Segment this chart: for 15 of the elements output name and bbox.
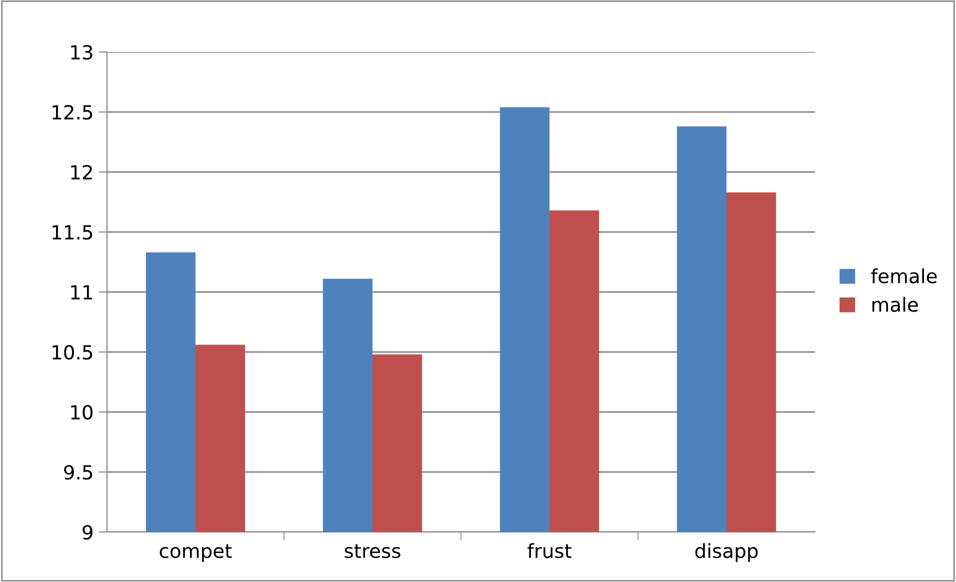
- x-tick-label: disapp: [695, 543, 758, 562]
- y-tick-label: 9.5: [64, 464, 92, 480]
- legend-label: female: [871, 268, 937, 284]
- y-tick-label: 9: [82, 524, 92, 540]
- y-tick-label: 12: [71, 164, 92, 180]
- legend-label: male: [872, 296, 918, 312]
- y-tick-label: 10: [71, 404, 93, 420]
- y-tick-label: 10.5: [52, 344, 92, 360]
- y-tick-label: 11.5: [52, 225, 92, 240]
- y-tick-label: 11: [71, 285, 92, 300]
- x-tick-label: stress: [344, 544, 400, 558]
- y-tick-label: 13: [71, 44, 92, 60]
- y-tick-label: 12.5: [52, 104, 92, 120]
- x-tick-label: frust: [527, 543, 572, 558]
- x-tick-label: compet: [160, 544, 232, 562]
